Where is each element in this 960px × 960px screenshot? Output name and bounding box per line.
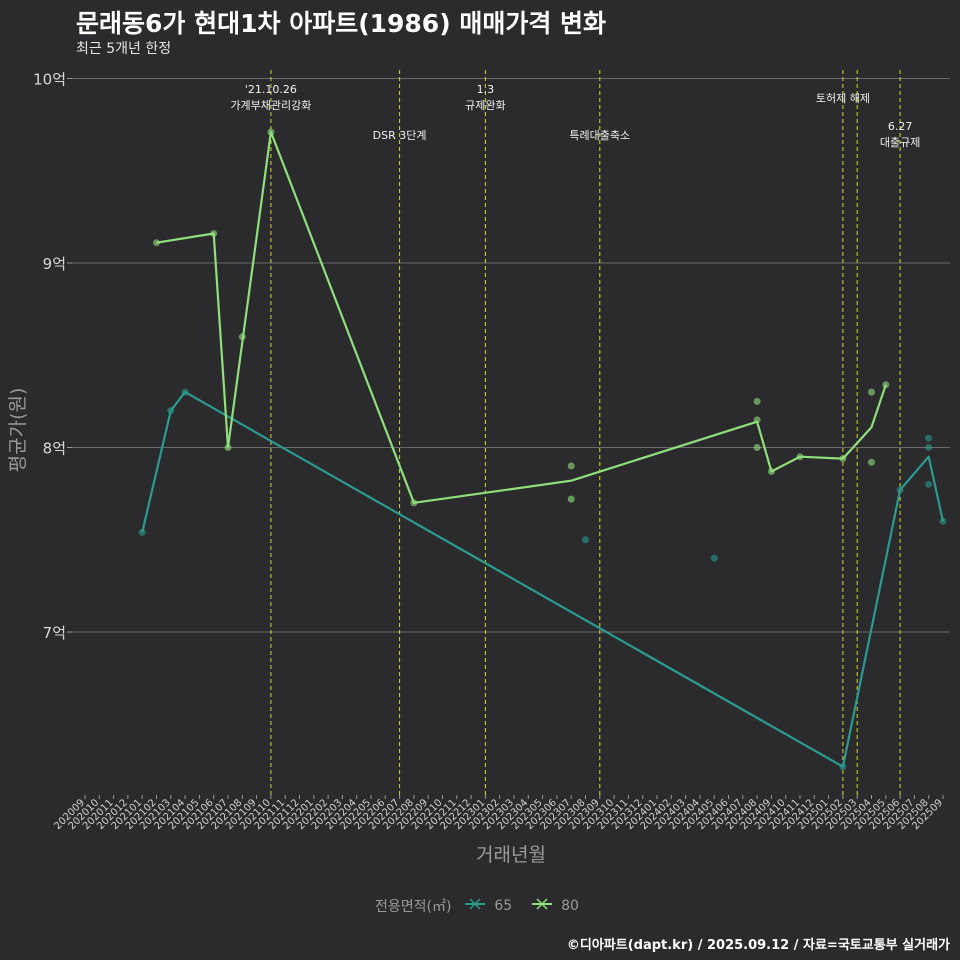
data-point-80 (410, 499, 418, 507)
event-label: 6.27 (888, 120, 913, 133)
data-point-65 (939, 517, 947, 525)
axis-layer: 7억8억9억10억2020092020102020112020122021012… (7, 71, 945, 867)
legend-cross-80 (536, 898, 548, 910)
data-point-65 (925, 480, 933, 488)
data-point-80 (753, 416, 761, 424)
legend-title: 전용면적(㎡) (375, 899, 452, 915)
data-point-65 (839, 763, 847, 771)
event-label: '21.10.26 (245, 83, 297, 96)
event-layer (270, 70, 901, 795)
grid-layer (72, 78, 950, 633)
legend-cross-65 (469, 898, 481, 910)
event-label: 가계부채관리강화 (230, 99, 311, 112)
data-point-65 (896, 486, 904, 494)
data-point-65 (167, 407, 175, 415)
data-point-65 (710, 554, 718, 562)
series-layer (141, 130, 945, 768)
data-point-80 (238, 333, 246, 341)
data-point-65 (181, 388, 189, 396)
data-point-80 (567, 462, 575, 470)
y-tick-label: 7억 (43, 624, 66, 642)
event-label: 특례대출축소 (569, 129, 630, 142)
data-point-80 (767, 467, 775, 475)
event-label: 대출규제 (880, 136, 920, 149)
event-label: 1.3 (477, 83, 495, 96)
y-tick-label: 10억 (33, 71, 66, 89)
chart-title: 문래동6가 현대1차 아파트(1986) 매매가격 변화 (76, 9, 607, 38)
source-caption: ©디아파트(dapt.kr) / 2025.09.12 / 자료=국토교통부 실… (566, 938, 950, 953)
point-layer (138, 128, 947, 771)
event-label: DSR 3단계 (373, 129, 427, 142)
data-point-65 (582, 536, 589, 544)
data-point-80 (868, 388, 875, 396)
data-point-80 (753, 444, 761, 451)
data-point-65 (925, 444, 933, 451)
data-point-80 (839, 455, 847, 463)
data-point-80 (868, 458, 875, 466)
data-point-80 (796, 453, 804, 461)
legend-key-80 (531, 897, 553, 915)
data-point-80 (210, 229, 218, 237)
chart-subtitle: 최근 5개년 한정 (76, 41, 172, 57)
x-axis-title: 거래년월 (476, 844, 546, 866)
legend-key-65 (464, 897, 486, 915)
legend: 전용면적(㎡) 65 80 (0, 896, 960, 916)
data-point-80 (267, 128, 275, 136)
event-label: 규제완화 (465, 99, 505, 112)
data-point-80 (753, 397, 761, 405)
legend-label-65: 65 (494, 898, 513, 914)
y-tick-label: 8억 (43, 440, 66, 458)
series-line-80 (156, 130, 887, 504)
series-line-65 (141, 391, 945, 768)
data-point-65 (138, 528, 146, 536)
data-point-65 (925, 434, 933, 442)
legend-label-80: 80 (561, 898, 579, 914)
y-axis-title: 평균가(원) (7, 388, 29, 473)
y-tick-label: 9억 (43, 255, 66, 273)
data-point-80 (224, 444, 232, 451)
data-point-80 (567, 495, 575, 503)
data-point-80 (882, 381, 890, 389)
data-point-80 (153, 239, 160, 247)
event-label: 토허제 해제 (816, 91, 870, 105)
